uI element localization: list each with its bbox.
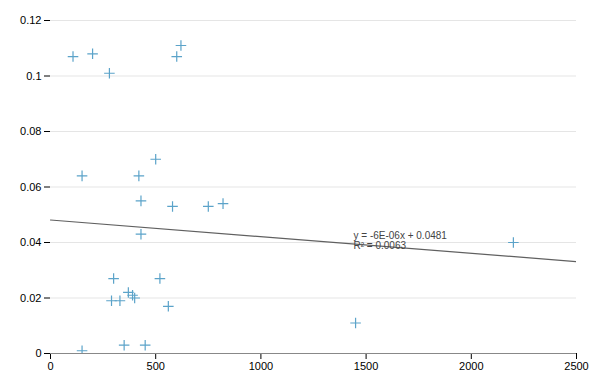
- svg-text:0.06: 0.06: [20, 181, 41, 193]
- svg-text:0.08: 0.08: [20, 125, 41, 137]
- svg-text:y = -6E-06x + 0.0481R² = 0.006: y = -6E-06x + 0.0481R² = 0.0063: [354, 230, 448, 251]
- svg-text:0.04: 0.04: [20, 236, 41, 248]
- svg-text:0: 0: [47, 360, 53, 372]
- svg-text:0.1: 0.1: [26, 70, 41, 82]
- svg-text:1500: 1500: [354, 360, 378, 372]
- svg-text:1000: 1000: [249, 360, 273, 372]
- svg-text:2000: 2000: [459, 360, 483, 372]
- svg-text:500: 500: [147, 360, 165, 372]
- svg-text:0.02: 0.02: [20, 292, 41, 304]
- svg-text:0: 0: [35, 347, 41, 359]
- svg-text:2500: 2500: [564, 360, 588, 372]
- svg-text:0.12: 0.12: [20, 14, 41, 26]
